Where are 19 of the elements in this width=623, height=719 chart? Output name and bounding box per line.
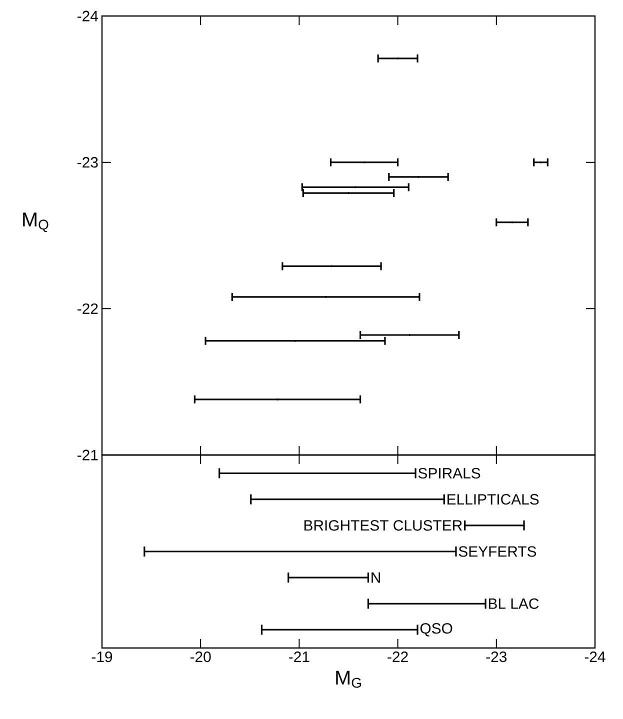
x-tick-label: -20 [190,652,211,662]
category-label: BRIGHTEST CLUSTER [304,520,462,531]
y-axis-title: M$_{Q}$ [23,212,48,232]
y-tick-label: -23 [78,157,98,168]
y-tick-label: -21 [78,450,98,460]
x-axis-title: M$_{G}$ [336,670,361,688]
y-tick-label: -22 [78,303,98,314]
x-tick-label: -21 [289,652,310,662]
y-tick-label: -24 [78,10,98,22]
category-label: QSO [420,623,452,636]
category-label: ELLIPTICALS [448,494,539,505]
x-tick-label: -22 [388,652,408,662]
x-tick-label: -24 [584,652,606,662]
category-label: SEYFERTS [458,546,536,557]
category-label: BL LAC [488,598,539,609]
category-label: SPIRALS [418,468,480,479]
category-label: N [372,572,380,583]
x-tick-label: -19 [92,652,112,662]
x-tick-label: -23 [486,652,507,662]
